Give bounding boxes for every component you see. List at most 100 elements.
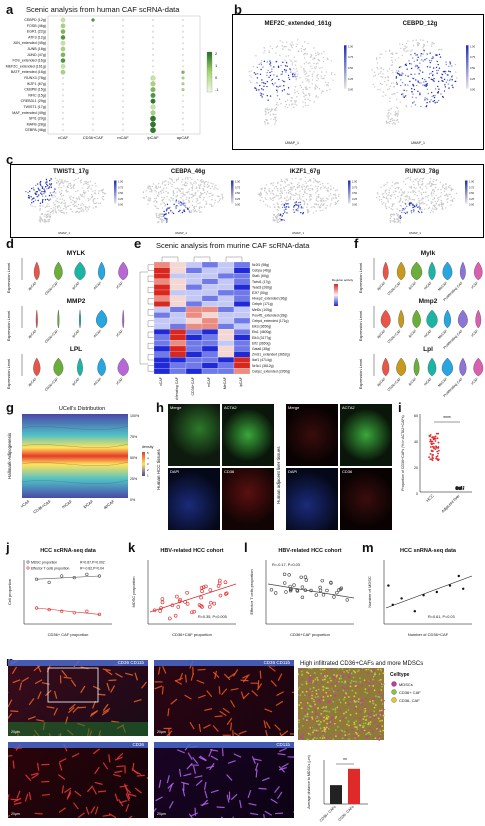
e-cell: [185, 312, 203, 319]
a-dot: [122, 117, 124, 120]
c-umap-0-point: [56, 201, 59, 203]
c-umap-3-point: [417, 210, 420, 213]
a-dot: [60, 64, 66, 69]
a-dot: [62, 77, 64, 79]
n-cell-dot: [365, 697, 367, 700]
n-signal-stroke: [116, 765, 125, 768]
n-bar-cat-label: CD36- CAFs: [337, 805, 354, 822]
c-umap-3-point: [421, 197, 424, 199]
n-cell-dot: [349, 714, 352, 716]
i-point: [429, 433, 432, 436]
c-umap-2-point: [289, 190, 291, 193]
e-col-label: CD36+CAF: [191, 376, 195, 395]
d-cat-label: apCAF: [27, 281, 37, 291]
c-umap-2-point: [317, 200, 319, 202]
c-umap-1-point: [155, 185, 157, 187]
c-umap-0-point: [69, 198, 72, 200]
c-umap-3-point: [422, 197, 425, 200]
n-cell-dot: [312, 731, 314, 734]
b-umap-mef2c-point: [291, 64, 294, 66]
b-umap-mef2c-point: [287, 87, 290, 89]
n-cell-dot: [378, 734, 381, 737]
a-dot: [182, 106, 184, 108]
d-cat-label: apCAF: [27, 377, 37, 387]
n-cell-dot: [336, 706, 339, 709]
n-cell-dot: [383, 714, 385, 717]
k-point: [199, 595, 203, 600]
i-point: [434, 437, 437, 440]
c-umap-2-point: [272, 192, 274, 195]
n-signal-stroke: [192, 765, 196, 774]
b-umap-mef2c-point: [309, 86, 311, 89]
b-umap-mef2c-point: [273, 66, 275, 68]
c-umap-1-point: [167, 183, 170, 186]
n-cell-dot: [375, 713, 378, 716]
n-cell-dot: [332, 738, 335, 741]
c-umap-0-point: [54, 210, 57, 213]
e-cell: [217, 345, 235, 352]
b-umap-cebpd-point: [387, 113, 389, 115]
i-point: [432, 442, 435, 445]
c-umap-3-point: [397, 195, 399, 198]
b-umap-cebpd-point: [418, 66, 420, 69]
e-cell: [185, 267, 203, 274]
c-umap-0-point: [46, 188, 48, 190]
n-signal-stroke: [166, 775, 170, 784]
n-signal-stroke: [203, 781, 207, 790]
e-cell: [201, 323, 219, 330]
a-dot: [150, 127, 156, 134]
n-cell-dot: [373, 710, 376, 713]
a-dot: [92, 111, 94, 114]
c-umap-0-point: [70, 201, 72, 204]
f-cat-label: apCAF: [376, 329, 386, 339]
c-umap-3-point: [398, 217, 400, 219]
n-signal-stroke: [270, 798, 278, 804]
n-cell-dot: [343, 696, 346, 699]
c-umap-2-point: [274, 219, 276, 221]
c-umap-2-point: [273, 206, 276, 208]
n-signal-stroke: [221, 688, 228, 696]
b-umap-mef2c-point: [287, 55, 290, 57]
b-umap-cebpd-point: [388, 50, 391, 52]
n-cell-dot: [308, 678, 311, 681]
n-cell-dot: [299, 668, 302, 671]
c-umap-3-point: [402, 180, 405, 183]
b-umap-cebpd-point: [434, 88, 437, 90]
n-scale-label: 20μm: [157, 730, 166, 734]
a-row-label: MAF_extended (49g): [12, 111, 46, 115]
c-umap-0-point: [41, 220, 44, 222]
c-umap-0-point: [34, 199, 37, 201]
a-legend-tick: 1: [215, 63, 218, 68]
c-umap-2-point: [328, 195, 330, 197]
c-umap-2-point: [330, 199, 333, 201]
c-umap-3-point: [422, 177, 425, 180]
b-umap-cebpd-point: [417, 45, 419, 47]
c-umap-1-point: [193, 207, 196, 210]
c-umap-3-point: [401, 191, 403, 193]
a-dot: [182, 19, 184, 21]
n-signal-stroke: [227, 760, 236, 764]
n-signal-stroke: [31, 773, 39, 779]
e-cell: [233, 267, 251, 274]
e-cell: [169, 289, 187, 296]
n-signal-stroke: [279, 747, 287, 752]
a-dot: [122, 88, 124, 91]
c-umap-3-point: [387, 198, 389, 200]
n-signal-stroke: [53, 690, 58, 699]
c-umap-2-point: [300, 198, 302, 200]
n-signal-stroke: [206, 690, 213, 698]
c-umap-1-point: [194, 210, 196, 212]
b-umap-cebpd-point: [416, 84, 418, 87]
n-cell-dot: [298, 693, 300, 696]
c-umap-0-point: [67, 205, 70, 207]
c-umap-3-point: [389, 197, 392, 200]
e-cell: [217, 267, 235, 274]
c-umap-1-point: [202, 199, 205, 201]
b-umap-mef2c-point: [295, 45, 298, 48]
c-umap-1-point: [170, 178, 172, 180]
b-umap-cebpd-point: [405, 42, 408, 45]
c-umap-1-point: [159, 186, 162, 188]
b-umap-cebpd-point: [431, 95, 433, 98]
c-umap-3-point: [440, 201, 443, 204]
b-umap-cebpd-point: [386, 88, 389, 91]
